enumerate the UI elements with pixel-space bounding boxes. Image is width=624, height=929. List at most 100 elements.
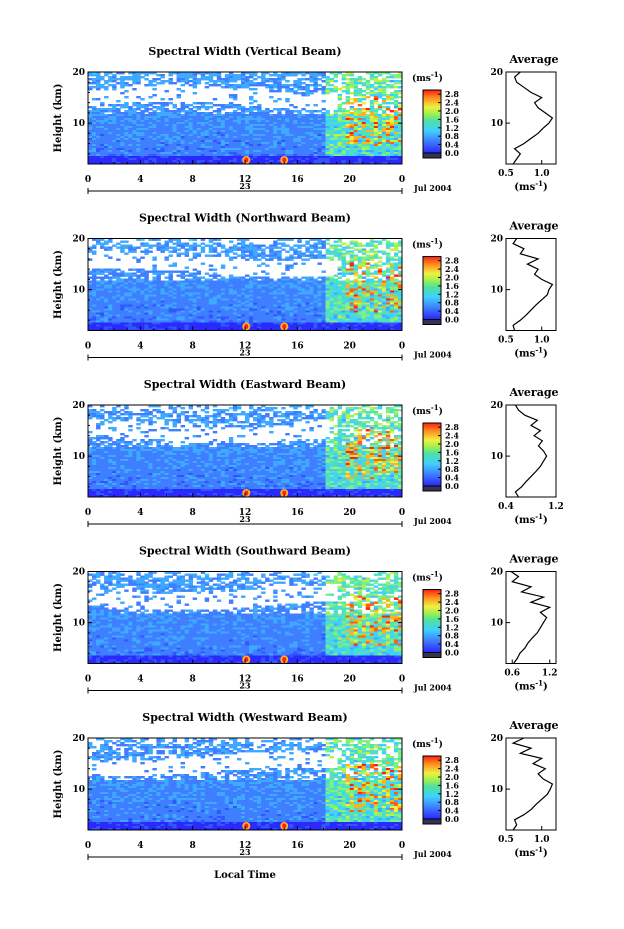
heatmap-cell (152, 114, 157, 117)
heatmap-cell (377, 256, 383, 259)
heatmap-cell (285, 124, 290, 127)
heatmap-cell (357, 258, 363, 261)
heatmap-cell (236, 278, 242, 281)
heatmap-cell (269, 282, 274, 285)
heatmap-cell (152, 264, 157, 267)
heatmap-cell (317, 246, 322, 249)
heatmap-cell (357, 148, 363, 151)
heatmap-cell (152, 156, 157, 159)
heatmap-cell (116, 282, 121, 285)
heatmap-cell (261, 282, 266, 285)
heatmap-cell (261, 80, 266, 83)
heatmap-cell (361, 250, 367, 253)
heatmap-cell (160, 118, 165, 121)
heatmap-cell (317, 252, 322, 255)
heatmap-cell (397, 154, 403, 157)
heatmap-cell (144, 162, 149, 165)
heatmap-cell (192, 150, 198, 153)
heatmap-cell (224, 142, 230, 145)
heatmap-cell (253, 84, 258, 87)
heatmap-cell (309, 112, 314, 115)
heatmap-cell (277, 288, 282, 291)
heatmap-cell (192, 110, 198, 113)
heatmap-cell (273, 254, 278, 257)
heatmap-cell (385, 162, 391, 165)
avg-x-tick-label: 1.0 (534, 169, 550, 179)
heatmap-cell (249, 154, 254, 157)
heatmap-cell (369, 242, 375, 245)
heatmap-cell (152, 138, 157, 141)
heatmap-cell (397, 146, 403, 149)
heatmap-cell (309, 134, 314, 137)
heatmap-cell (289, 156, 294, 159)
heatmap-cell (305, 242, 310, 245)
heatmap-cell (140, 160, 145, 163)
heatmap-cell (385, 134, 391, 137)
heatmap-cell (297, 112, 302, 115)
heatmap-cell (261, 156, 266, 159)
heatmap-cell (265, 108, 270, 111)
heatmap-cell (341, 140, 347, 143)
heatmap-cell (341, 86, 347, 89)
heatmap-cell (196, 292, 202, 295)
heatmap-cell (297, 162, 302, 165)
heatmap-cell (92, 98, 97, 101)
heatmap-cell (160, 76, 165, 79)
heatmap-cell (329, 118, 334, 121)
heatmap-cell (100, 246, 105, 249)
heatmap-cell (88, 290, 93, 293)
heatmap-cell (385, 84, 391, 87)
heatmap-cell (361, 118, 367, 121)
heatmap-cell (144, 128, 149, 131)
heatmap-cell (345, 144, 351, 147)
heatmap-cell (321, 128, 326, 131)
heatmap-cell (132, 122, 137, 125)
heatmap-cell (148, 246, 153, 249)
heatmap-cell (281, 84, 286, 87)
heatmap-cell (253, 146, 258, 149)
heatmap-cell (140, 268, 145, 271)
heatmap-cell (397, 120, 403, 123)
heatmap-cell (188, 282, 194, 285)
heatmap-cell (253, 258, 258, 261)
heatmap-cell (393, 156, 399, 159)
heatmap-cell (385, 156, 391, 159)
heatmap-cell (236, 74, 242, 77)
heatmap-cell (208, 128, 214, 131)
heatmap-cell (160, 108, 165, 111)
heatmap-cell (289, 140, 294, 143)
heatmap-cell (381, 98, 387, 101)
heatmap-cell (140, 154, 145, 157)
heatmap-cell (228, 96, 234, 99)
heatmap-cell (253, 276, 258, 279)
heatmap-cell (285, 136, 290, 139)
heatmap-cell (104, 116, 109, 119)
heatmap-cell (216, 104, 222, 107)
heatmap-cell (88, 112, 93, 115)
heatmap-cell (389, 110, 395, 113)
x-tick-label: 20 (343, 175, 356, 185)
heatmap-cell (297, 134, 302, 137)
heatmap-cell (228, 286, 234, 289)
heatmap-cell (212, 120, 218, 123)
heatmap-cell (232, 160, 238, 163)
heatmap-cell (333, 246, 338, 249)
heatmap-cell (152, 238, 157, 241)
heatmap-cell (361, 130, 367, 133)
heatmap-cell (345, 72, 351, 75)
heatmap-cell (104, 80, 109, 83)
heatmap-cell (168, 250, 173, 253)
heatmap-cell (257, 128, 262, 131)
heatmap-cell (309, 290, 314, 293)
heatmap-cell (220, 136, 226, 139)
heatmap-cell (128, 284, 133, 287)
heatmap-cell (321, 114, 326, 117)
heatmap-cell (188, 114, 194, 117)
heatmap-cell (373, 142, 379, 145)
heatmap-cell (140, 242, 145, 245)
heatmap-cell (136, 246, 141, 249)
heatmap-cell (249, 98, 254, 101)
heatmap-cell (208, 114, 214, 117)
heatmap-cell (265, 122, 270, 125)
heatmap-cell (277, 122, 282, 125)
